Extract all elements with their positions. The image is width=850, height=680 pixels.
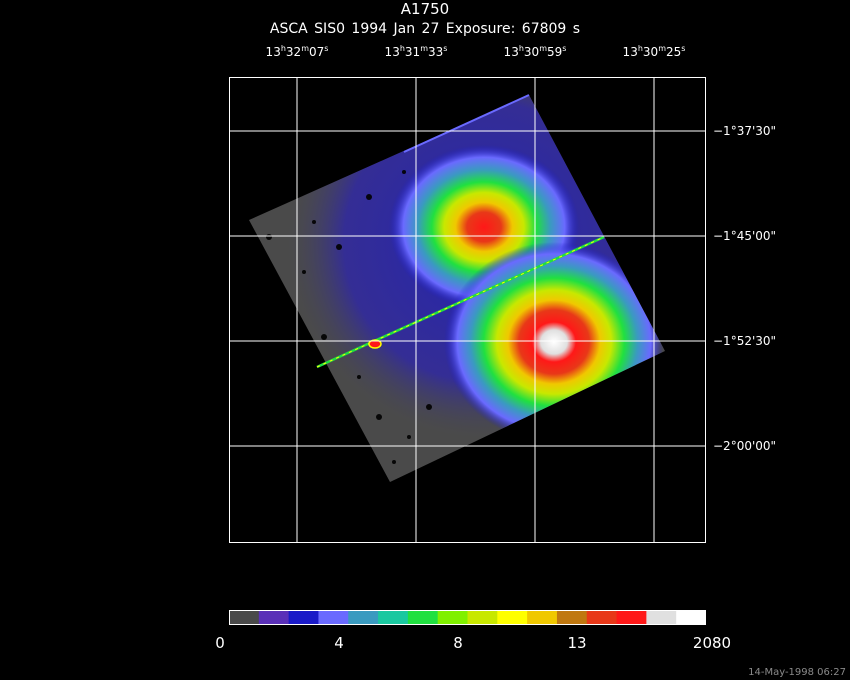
colorbar-swatch: [497, 610, 528, 625]
dec-tick-label: −1°37'30": [713, 124, 777, 138]
colorbar: [229, 610, 707, 625]
ra-tick-label: 13h32m07s: [265, 44, 329, 59]
colorbar-swatch: [586, 610, 618, 625]
ra-tick-label: 13h30m59s: [503, 44, 567, 59]
ra-tick-label: 13h30m25s: [622, 44, 686, 59]
colorbar-swatch: [407, 610, 439, 625]
point-source: [368, 339, 382, 349]
dec-tick-label: −1°52'30": [713, 334, 777, 348]
colorbar-swatch: [318, 610, 349, 625]
ra-tick-label: 13h31m33s: [384, 44, 448, 59]
colorbar-swatch: [646, 610, 677, 625]
observation-info: ASCA SIS0 1994 Jan 27 Exposure: 67809 s: [269, 21, 581, 37]
dec-tick-label: −1°45'00": [713, 229, 777, 243]
colorbar-swatch: [676, 610, 707, 625]
colorbar-swatch: [378, 610, 409, 625]
colorbar-swatch: [556, 610, 588, 625]
timestamp: 14-May-1998 06:27: [748, 667, 846, 678]
colorbar-swatch: [258, 610, 290, 625]
colorbar-swatch: [288, 610, 319, 625]
xray-image-panel: [229, 77, 706, 543]
image-title: A1750: [400, 0, 450, 18]
detector-streak: [316, 235, 605, 369]
colorbar-swatch: [467, 610, 498, 625]
coordinate-grid: [229, 77, 706, 543]
dec-tick-label: −2°00'00": [713, 439, 777, 453]
colorbar-swatch: [527, 610, 558, 625]
colorbar-label: 13: [567, 634, 587, 652]
colorbar-swatch: [616, 610, 647, 625]
colorbar-swatch: [437, 610, 468, 625]
colorbar-label: 0: [215, 634, 225, 652]
colorbar-swatch: [348, 610, 379, 625]
colorbar-label: 2080: [692, 634, 732, 652]
colorbar-label: 8: [453, 634, 463, 652]
cluster-south: [444, 242, 664, 442]
colorbar-label: 4: [334, 634, 344, 652]
colorbar-swatch: [229, 610, 260, 625]
